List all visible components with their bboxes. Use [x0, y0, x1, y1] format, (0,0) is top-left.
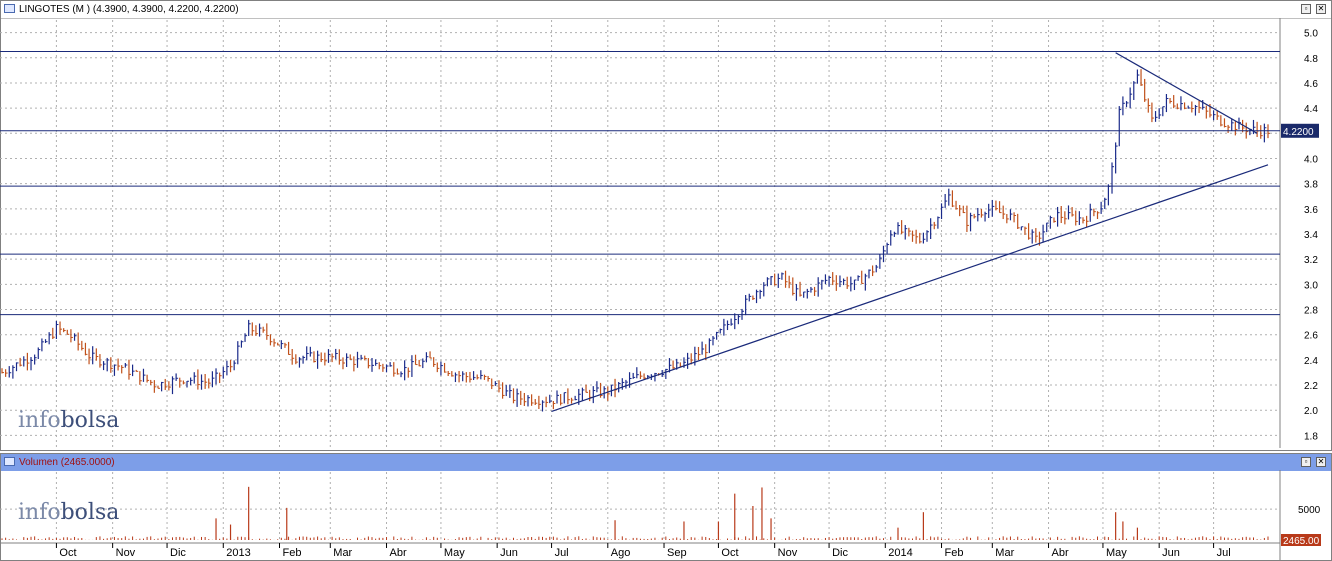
- close-button[interactable]: ✕: [1316, 457, 1326, 467]
- x-tick-label: Mar: [333, 547, 352, 559]
- y-tick-label: 5000: [1298, 505, 1321, 516]
- y-tick-label: 3.8: [1304, 180, 1318, 191]
- y-tick-label: 5.0: [1304, 29, 1318, 40]
- volume-chart[interactable]: 5000 2465.00 Oct Nov Dic 2013 Feb Mar Abr May Jun J…: [0, 470, 1332, 561]
- x-tick-label: Dic: [832, 547, 848, 559]
- x-tick-label: Jul: [555, 547, 569, 559]
- y-tick-label: 1.8: [1304, 431, 1318, 442]
- last-volume-tag: [1281, 534, 1321, 546]
- x-tick-label: Feb: [945, 547, 964, 559]
- y-tick-label: 4.0: [1304, 154, 1318, 165]
- y-tick-label: 3.0: [1304, 280, 1318, 291]
- x-tick-label: Oct: [721, 547, 738, 559]
- x-tick-label: Mar: [995, 547, 1014, 559]
- logo-part1: info: [18, 408, 61, 433]
- trendline: [1115, 52, 1258, 134]
- volume-panel-title: Volumen (2465.0000): [19, 457, 115, 468]
- y-tick-label: 2.2: [1304, 381, 1318, 392]
- last-price-label: 4.2200: [1283, 127, 1314, 138]
- x-tick-label: 2014: [888, 547, 912, 559]
- maximize-button[interactable]: ▫: [1301, 4, 1311, 14]
- x-tick-label: Ago: [611, 547, 631, 559]
- volume-bars: [1, 486, 1269, 540]
- x-tick-label: Abr: [390, 547, 407, 559]
- x-tick-label: Nov: [116, 547, 136, 559]
- close-button[interactable]: ✕: [1316, 4, 1326, 14]
- x-tick-label: Oct: [59, 547, 76, 559]
- infobolsa-logo-volume: infobolsa: [18, 500, 119, 525]
- y-tick-label: 3.2: [1304, 255, 1318, 266]
- y-tick-label: 2.0: [1304, 406, 1318, 417]
- y-tick-label: 3.6: [1304, 205, 1318, 216]
- window-icon: [4, 4, 15, 13]
- x-tick-label: Jul: [1217, 547, 1231, 559]
- x-tick-label: Jun: [1162, 547, 1180, 559]
- x-tick-label: May: [1106, 547, 1127, 559]
- x-tick-label: Dic: [170, 547, 186, 559]
- y-tick-label: 2.6: [1304, 331, 1318, 342]
- y-tick-label: 2.8: [1304, 306, 1318, 317]
- price-panel-title: LINGOTES (M ) (4.3900, 4.3900, 4.2200, 4…: [19, 4, 239, 15]
- x-tick-label: 2013: [226, 547, 250, 559]
- logo-part1: info: [18, 500, 61, 525]
- y-tick-label: 4.4: [1304, 104, 1318, 115]
- y-tick-label: 3.4: [1304, 230, 1318, 241]
- logo-part2: bolsa: [60, 408, 120, 433]
- y-tick-label: 2.4: [1304, 356, 1318, 367]
- infobolsa-logo: infobolsa: [18, 408, 119, 433]
- y-tick-label: 4.8: [1304, 54, 1318, 65]
- trendline: [551, 164, 1269, 413]
- x-tick-label: Abr: [1052, 547, 1069, 559]
- volume-panel-titlebar: Volumen (2465.0000) ▫ ✕: [1, 454, 1331, 471]
- y-tick-label: 4.6: [1304, 79, 1318, 90]
- x-tick-label: Jun: [500, 547, 518, 559]
- maximize-button[interactable]: ▫: [1301, 457, 1311, 467]
- price-panel-titlebar: LINGOTES (M ) (4.3900, 4.3900, 4.2200, 4…: [1, 1, 1331, 19]
- last-price-tag: [1281, 123, 1319, 138]
- x-tick-label: Sep: [667, 547, 687, 559]
- x-tick-label: Feb: [283, 547, 302, 559]
- x-tick-label: Nov: [778, 547, 798, 559]
- last-volume-label: 2465.00: [1283, 536, 1320, 547]
- logo-part2: bolsa: [60, 500, 120, 525]
- x-tick-label: May: [444, 547, 465, 559]
- ohlc-bars: [1, 69, 1270, 412]
- price-chart[interactable]: 5.04.84.64.44.24.03.83.63.43.23.02.82.62…: [0, 18, 1332, 450]
- window-icon: [4, 457, 15, 466]
